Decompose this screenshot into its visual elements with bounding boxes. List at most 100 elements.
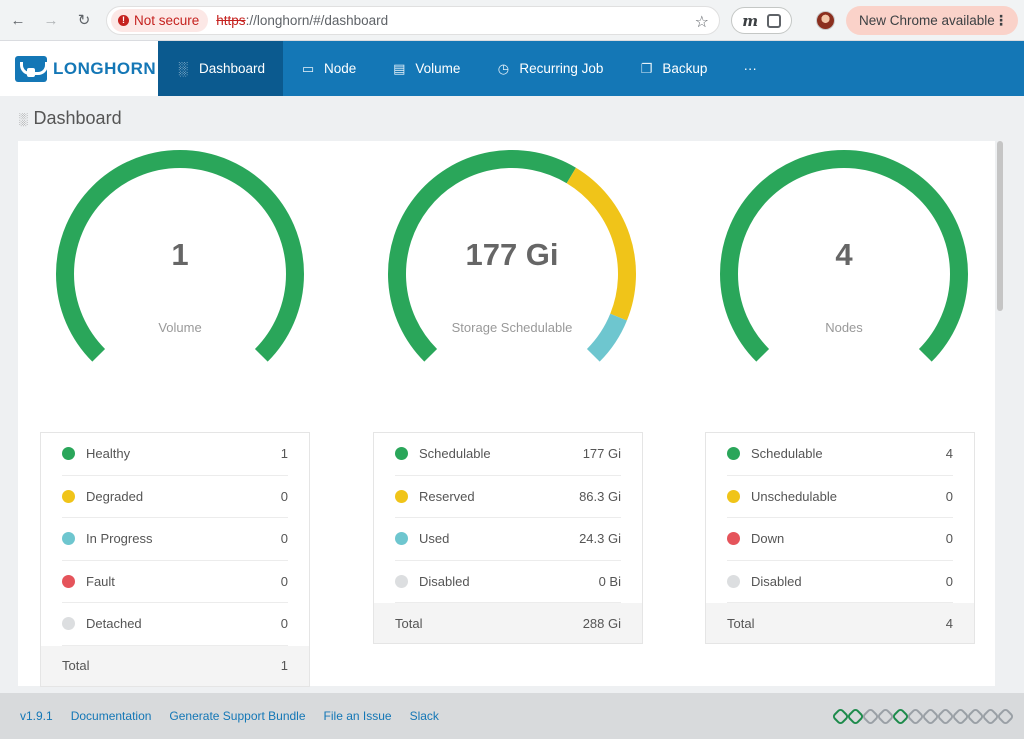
status-dot-disabled <box>727 574 740 588</box>
longhorn-logo[interactable]: LONGHORN <box>0 41 158 96</box>
volume-legend: Healthy 1 Degraded 0 In Progress 0 Fault… <box>40 432 310 687</box>
extensions-puzzle-icon[interactable] <box>766 13 781 28</box>
legend-row-degraded[interactable]: Degraded 0 <box>62 476 288 518</box>
legend-row-down[interactable]: Down 0 <box>727 518 953 561</box>
storage-gauge-label: Storage Schedulable <box>451 320 573 335</box>
nav-recurring-job-label: Recurring Job <box>519 61 604 76</box>
legend-row-fault[interactable]: Fault 0 <box>62 561 288 603</box>
nav-node-label: Node <box>324 61 357 76</box>
volume-gauge-value: 1 <box>171 237 189 272</box>
legend-row-unschedulable[interactable]: Unschedulable 0 <box>727 476 953 518</box>
status-dot-unschedulable <box>727 489 740 503</box>
chrome-update-button[interactable]: New Chrome available ⋮ <box>846 6 1018 35</box>
not-secure-chip[interactable]: ! Not secure <box>111 9 209 32</box>
nav-recurring-job[interactable]: ◷ Recurring Job <box>478 41 621 96</box>
bookmark-star-icon[interactable]: ☆ <box>694 14 709 31</box>
legend-label: Disabled <box>751 573 802 589</box>
legend-value: 177 Gi <box>582 446 621 462</box>
documentation-link[interactable]: Documentation <box>70 709 152 723</box>
legend-row-in-progress[interactable]: In Progress 0 <box>62 518 288 561</box>
hdd-icon: ▤ <box>393 60 406 76</box>
legend-row-schedulable[interactable]: Schedulable 177 Gi <box>395 433 621 476</box>
bar-chart-icon: ░ <box>19 111 28 126</box>
logo-text: LONGHORN <box>53 58 157 78</box>
legend-value: 24.3 Gi <box>579 531 621 547</box>
legend-row-schedulable[interactable]: Schedulable 4 <box>727 433 953 476</box>
kebab-menu-icon[interactable]: ⋮ <box>994 12 1008 28</box>
legend-label: Unschedulable <box>751 488 838 504</box>
nodes-gauge: 4 Nodes <box>719 149 969 369</box>
address-bar[interactable]: ! Not secure https://longhorn/#/dashboar… <box>106 6 720 35</box>
back-arrow-icon[interactable]: ← <box>10 11 26 29</box>
total-label: Total <box>395 615 423 631</box>
legend-label: Used <box>419 531 450 547</box>
legend-value: 0 <box>945 531 953 547</box>
storage-gauge-value: 177 Gi <box>465 237 559 272</box>
bar-chart-icon: ░ <box>178 61 188 76</box>
total-value: 288 Gi <box>582 615 621 631</box>
gauge-segment <box>586 313 627 362</box>
nav-more[interactable]: ··· <box>725 41 775 96</box>
total-value: 4 <box>945 615 953 631</box>
nav-volume[interactable]: ▤ Volume <box>374 41 478 96</box>
support-bundle-link[interactable]: Generate Support Bundle <box>169 709 306 723</box>
status-dot-fault <box>62 574 75 588</box>
status-dot-schedulable <box>395 447 408 461</box>
volume-gauge: 1 Volume <box>55 149 305 369</box>
page-title-text: Dashboard <box>33 108 122 128</box>
nav-dashboard[interactable]: ░ Dashboard <box>158 41 284 96</box>
nav-backup-label: Backup <box>662 61 708 76</box>
legend-value: 0 <box>280 531 288 547</box>
url-text[interactable]: https://longhorn/#/dashboard <box>216 13 388 28</box>
url-scheme: https <box>216 13 246 28</box>
legend-value: 0 <box>280 488 288 504</box>
storage-gauge-arc <box>388 150 636 362</box>
legend-value: 0 Bi <box>598 573 621 589</box>
legend-label: In Progress <box>86 531 153 547</box>
status-dot-disabled <box>395 574 408 588</box>
storage-gauge: 177 Gi Storage Schedulable <box>387 149 637 369</box>
nav-node[interactable]: ▭ Node <box>283 41 374 96</box>
legend-row-detached[interactable]: Detached 0 <box>62 603 288 646</box>
legend-row-used[interactable]: Used 24.3 Gi <box>395 518 621 561</box>
reload-icon[interactable]: ↻ <box>77 12 91 29</box>
gauge-segment <box>566 167 636 321</box>
profile-avatar[interactable] <box>816 11 835 30</box>
nav-dashboard-label: Dashboard <box>199 61 266 76</box>
legend-row-healthy[interactable]: Healthy 1 <box>62 433 288 476</box>
legend-row-disabled[interactable]: Disabled 0 Bi <box>395 561 621 603</box>
status-dot-degraded <box>62 489 75 503</box>
gauge-segment <box>388 150 576 362</box>
legend-label: Fault <box>86 573 115 589</box>
legend-row-disabled[interactable]: Disabled 0 <box>727 561 953 603</box>
nav-more-label: ··· <box>743 61 757 76</box>
storage-legend: Schedulable 177 Gi Reserved 86.3 Gi Used… <box>373 432 643 644</box>
file-issue-link[interactable]: File an Issue <box>323 709 392 723</box>
nav-backup[interactable]: ❐ Backup <box>621 41 725 96</box>
not-secure-label: Not secure <box>134 13 200 28</box>
legend-label: Reserved <box>419 488 475 504</box>
url-path: ://longhorn/#/dashboard <box>245 13 389 28</box>
app-footer: v1.9.1 Documentation Generate Support Bu… <box>0 693 1024 739</box>
legend-value: 0 <box>945 573 953 589</box>
page-title: ░ Dashboard <box>19 108 122 129</box>
status-dot-down <box>727 532 740 546</box>
chain-link-icon <box>996 707 1015 726</box>
status-dot-reserved <box>395 489 408 503</box>
extension-m-icon[interactable]: m <box>742 11 759 30</box>
app-header: LONGHORN ░ Dashboard ▭ Node ▤ Volume ◷ R… <box>0 41 1024 96</box>
forward-arrow-icon[interactable]: → <box>43 11 59 29</box>
nodes-gauge-value: 4 <box>835 237 853 272</box>
status-dot-schedulable <box>727 447 740 461</box>
version-link[interactable]: v1.9.1 <box>20 709 53 723</box>
scrollbar[interactable] <box>997 141 1003 311</box>
nodes-legend: Schedulable 4 Unschedulable 0 Down 0 Dis… <box>705 432 975 644</box>
legend-label: Detached <box>86 616 142 632</box>
legend-total-row: Total 1 <box>41 645 309 686</box>
total-label: Total <box>62 658 90 673</box>
legend-value: 4 <box>945 446 953 462</box>
slack-link[interactable]: Slack <box>409 709 439 723</box>
clock-icon: ◷ <box>497 60 510 76</box>
status-dot-detached <box>62 617 75 631</box>
legend-row-reserved[interactable]: Reserved 86.3 Gi <box>395 476 621 518</box>
